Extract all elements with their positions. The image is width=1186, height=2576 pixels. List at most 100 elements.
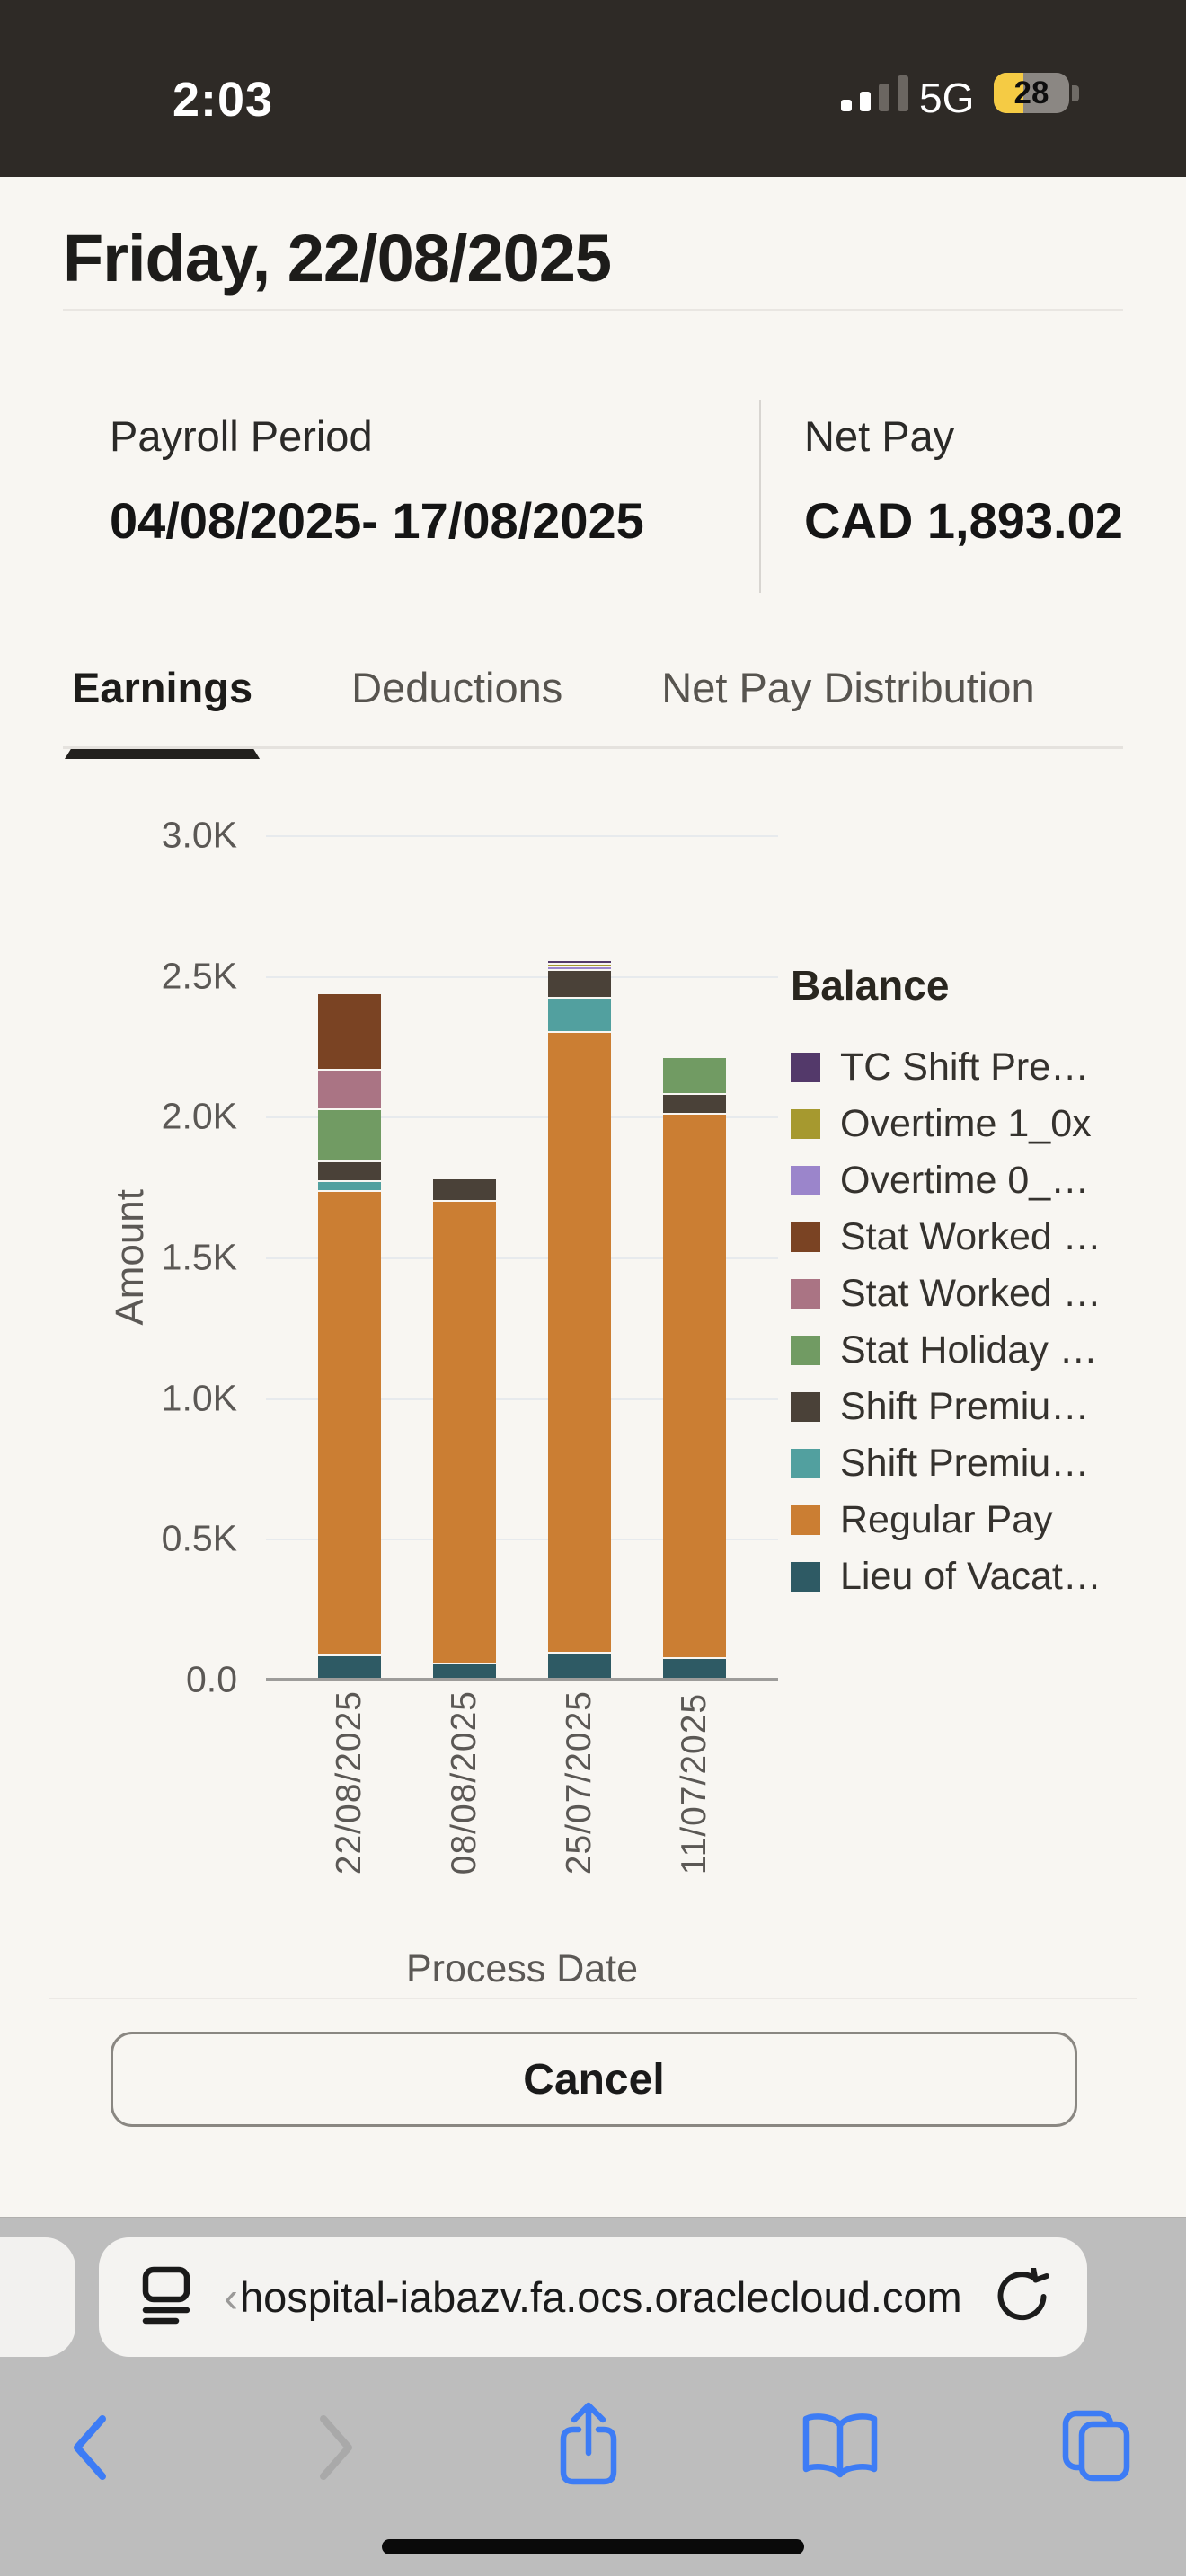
battery-percent: 28: [1013, 75, 1049, 110]
bar-segment[interactable]: [318, 1655, 381, 1680]
legend-label: TC Shift Pre…: [840, 1045, 1090, 1089]
bar-segment[interactable]: [548, 960, 611, 963]
tab-net-pay-distribution[interactable]: Net Pay Distribution: [661, 664, 1035, 711]
bar-segment[interactable]: [318, 1161, 381, 1180]
x-axis-line: [266, 1678, 778, 1681]
x-axis-tick-labels: 22/08/2025 08/08/2025 25/07/2025 11/07/2025: [266, 1690, 778, 1875]
legend-item[interactable]: Stat Holiday …: [791, 1328, 1182, 1372]
bar-22/08/2025[interactable]: [318, 835, 381, 1680]
bar-segment[interactable]: [663, 1114, 726, 1657]
payroll-summary: Payroll Period 04/08/2025- 17/08/2025 Ne…: [0, 395, 1186, 602]
browser-chrome: ‹hospital-iabazv.fa.ocs.oraclecloud.com: [0, 2217, 1186, 2576]
section-divider: [49, 1998, 1137, 1999]
net-pay-label: Net Pay: [804, 412, 955, 460]
plot-area: [266, 835, 778, 1681]
legend-label: Stat Worked …: [840, 1271, 1102, 1315]
y-tick-label: 1.5K: [161, 1236, 237, 1278]
gridline: [266, 835, 778, 837]
payroll-period-label: Payroll Period: [110, 412, 373, 460]
title-divider: [63, 309, 1123, 311]
bar-segment[interactable]: [548, 964, 611, 966]
legend-swatch: [791, 1335, 820, 1365]
legend-label: Overtime 1_0x: [840, 1101, 1092, 1145]
bar-segment[interactable]: [433, 1178, 496, 1200]
legend-item[interactable]: Stat Worked …: [791, 1271, 1182, 1315]
url-text[interactable]: ‹hospital-iabazv.fa.ocs.oraclecloud.com: [99, 2272, 1087, 2322]
legend-title: Balance: [791, 962, 950, 1009]
x-tick-label: 22/08/2025: [330, 1690, 368, 1875]
bar-segment[interactable]: [663, 1094, 726, 1113]
bar-segment[interactable]: [548, 999, 611, 1031]
bar-segment[interactable]: [548, 1653, 611, 1680]
status-time: 2:03: [173, 73, 274, 127]
bookmarks-icon[interactable]: [800, 2412, 881, 2483]
legend-swatch: [791, 1222, 820, 1252]
y-tick-label: 2.0K: [161, 1095, 237, 1137]
cellular-signal-icon: [841, 0, 909, 177]
x-tick-label: 25/07/2025: [560, 1690, 598, 1875]
tab-earnings[interactable]: Earnings: [72, 663, 252, 759]
url-truncation-mark: ‹: [224, 2273, 238, 2321]
gridline: [266, 1539, 778, 1541]
forward-icon[interactable]: [316, 2413, 356, 2482]
legend-item[interactable]: Regular Pay: [791, 1497, 1182, 1541]
earnings-chart: Amount 3.0K 2.5K 2.0K 1.5K 1.0K 0.5K 0.0 22/08…: [0, 790, 1186, 2003]
tab-deductions[interactable]: Deductions: [351, 664, 563, 711]
legend-item[interactable]: TC Shift Pre…: [791, 1045, 1182, 1089]
legend-swatch: [791, 1391, 820, 1422]
page-title: Friday, 22/08/2025: [63, 221, 612, 296]
bar-segment[interactable]: [548, 966, 611, 969]
reload-icon[interactable]: [994, 2268, 1051, 2325]
page-menu-icon[interactable]: [142, 2266, 190, 2325]
bar-segment[interactable]: [663, 1057, 726, 1093]
legend-item[interactable]: Shift Premiu…: [791, 1441, 1182, 1485]
bar-08/08/2025[interactable]: [433, 835, 496, 1680]
legend-label: Shift Premiu…: [840, 1384, 1090, 1428]
bar-segment[interactable]: [433, 1664, 496, 1680]
bar-segment[interactable]: [318, 1191, 381, 1654]
legend-item[interactable]: Stat Worked …: [791, 1214, 1182, 1258]
adjacent-tab-stub[interactable]: [0, 2237, 75, 2357]
network-type-label: 5G: [919, 75, 975, 121]
back-icon[interactable]: [70, 2413, 110, 2482]
legend-label: Stat Worked …: [840, 1214, 1102, 1258]
y-tick-label: 2.5K: [161, 955, 237, 997]
home-indicator[interactable]: [382, 2539, 804, 2554]
legend-item[interactable]: Overtime 1_0x: [791, 1101, 1182, 1145]
legend-swatch: [791, 1278, 820, 1309]
bar-segment[interactable]: [433, 1201, 496, 1663]
bar-segment[interactable]: [548, 1032, 611, 1652]
gridline: [266, 1116, 778, 1119]
legend-item[interactable]: Overtime 0_…: [791, 1159, 1182, 1202]
address-bar[interactable]: ‹hospital-iabazv.fa.ocs.oraclecloud.com: [99, 2237, 1087, 2357]
legend-swatch: [791, 1448, 820, 1478]
bar-11/07/2025[interactable]: [663, 835, 726, 1680]
legend-label: Shift Premiu…: [840, 1441, 1090, 1485]
tab-bar-underline: [63, 746, 1123, 749]
bar-segment[interactable]: [663, 1658, 726, 1680]
bar-segment[interactable]: [318, 1071, 381, 1108]
legend-label: Regular Pay: [840, 1497, 1053, 1541]
legend-item[interactable]: Shift Premiu…: [791, 1384, 1182, 1428]
x-axis-title: Process Date: [405, 1947, 639, 1990]
y-tick-label: 0.0: [186, 1658, 237, 1700]
cancel-button[interactable]: Cancel: [111, 2032, 1077, 2127]
legend-label: Stat Holiday …: [840, 1328, 1098, 1372]
bar-segment[interactable]: [318, 1181, 381, 1190]
bar-25/07/2025[interactable]: [548, 835, 611, 1680]
gridline: [266, 975, 778, 978]
bar-segment[interactable]: [318, 1109, 381, 1160]
gridline: [266, 1257, 778, 1259]
legend-swatch: [791, 1561, 820, 1592]
legend-label: Lieu of Vacat…: [840, 1554, 1102, 1598]
legend-item[interactable]: Lieu of Vacat…: [791, 1554, 1182, 1598]
net-pay-value: CAD 1,893.02: [804, 492, 1123, 549]
gridline: [266, 1398, 778, 1400]
share-icon[interactable]: [557, 2401, 620, 2487]
tabs-icon[interactable]: [1058, 2408, 1134, 2483]
bar-segment[interactable]: [318, 994, 381, 1070]
y-axis-tick-labels: 3.0K 2.5K 2.0K 1.5K 1.0K 0.5K 0.0: [0, 815, 241, 1700]
bar-segment[interactable]: [548, 970, 611, 998]
tab-bar: Earnings Deductions Net Pay Distribution: [72, 663, 1035, 759]
chart-legend: Balance TC Shift Pre… Overtime 1_0x Overti…: [791, 961, 1182, 1613]
